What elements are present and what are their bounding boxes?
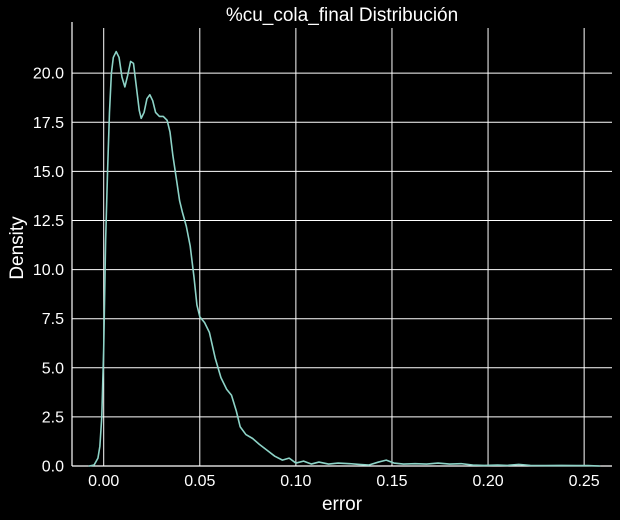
x-tick-label-3: 0.15 (376, 473, 407, 490)
y-tick-label-8: 20.0 (33, 66, 64, 83)
x-tick-label-2: 0.10 (280, 473, 311, 490)
y-tick-labels: 0.0 2.5 5.0 7.5 10.0 12.5 15.0 17.5 20.0 (33, 66, 64, 476)
series-layer (88, 50, 601, 467)
x-tick-label-0: 0.00 (88, 473, 119, 490)
y-tick-label-0: 0.0 (42, 459, 64, 476)
density-curve-0 (88, 50, 601, 467)
grid-lines (72, 28, 612, 467)
y-tick-label-1: 2.5 (42, 409, 64, 426)
x-tick-label-1: 0.05 (184, 473, 215, 490)
y-tick-label-5: 12.5 (33, 213, 64, 230)
x-tick-label-4: 0.20 (472, 473, 503, 490)
x-tick-label-5: 0.25 (569, 473, 600, 490)
x-axis-label: error (322, 494, 363, 515)
chart-title: %cu_cola_final Distribución (226, 5, 458, 26)
y-tick-label-4: 10.0 (33, 262, 64, 279)
axes (71, 22, 612, 467)
y-axis-label: Density (7, 216, 28, 280)
y-tick-label-2: 5.0 (42, 360, 64, 377)
y-tick-label-7: 17.5 (33, 115, 64, 132)
x-tick-labels: 0.00 0.05 0.10 0.15 0.20 0.25 (88, 473, 600, 490)
y-tick-label-3: 7.5 (42, 311, 64, 328)
y-tick-label-6: 15.0 (33, 164, 64, 181)
